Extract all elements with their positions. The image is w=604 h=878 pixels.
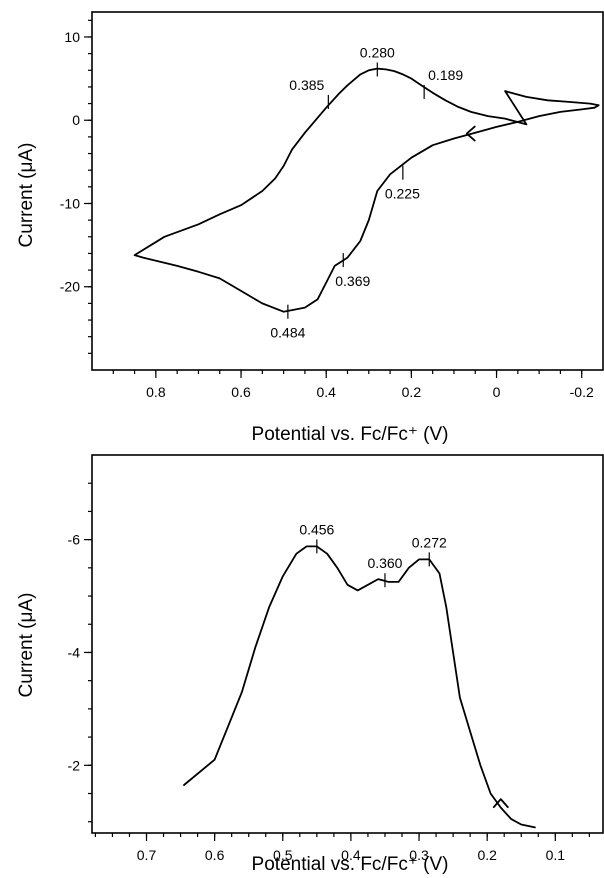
data-curve [183, 545, 536, 829]
y-tick-label: -20 [60, 279, 80, 295]
x-tick-label: 0.6 [231, 384, 251, 400]
x-tick-label: 0.4 [341, 847, 361, 863]
x-tick-label: 0.8 [146, 384, 166, 400]
peak-label: 0.484 [270, 325, 305, 341]
y-tick-label: -10 [60, 195, 80, 211]
y-tick-label: -2 [68, 757, 81, 773]
x-tick-label: 0.4 [316, 384, 336, 400]
x-tick-label: 0.7 [137, 847, 157, 863]
x-tick-label: 0.3 [409, 847, 429, 863]
panel-2: 0.7 0.6 0.5 0.4 0.3 0.2 0.1 -6 -4 -2 Potential vs.… [16, 454, 604, 875]
sweep-arrow [465, 125, 476, 142]
x-tick-label: 0.1 [546, 847, 566, 863]
x-tick-label: 0.5 [273, 847, 293, 863]
x-axis-label: Potential vs. Fc/Fc⁺ (V) [252, 854, 449, 875]
y-axis-label: Current (μA) [16, 593, 37, 698]
x-tick-label: 0.6 [205, 847, 225, 863]
panel-1: 0.8 0.6 0.4 0.2 0 -0.2 10 0 -10 -20 Potential vs. … [16, 11, 604, 445]
sweep-arrow [492, 798, 509, 809]
plot-frame [91, 454, 604, 834]
plot-frame [91, 11, 604, 371]
peak-label: 0.360 [367, 555, 402, 571]
peak-label: 0.385 [289, 77, 324, 93]
peak-label: 0.272 [412, 534, 447, 550]
x-tick-label: 0.2 [402, 384, 422, 400]
y-tick-label: -4 [68, 644, 81, 660]
x-tick-label: -0.2 [570, 384, 594, 400]
data-curve [133, 67, 600, 313]
x-axis-label: Potential vs. Fc/Fc⁺ (V) [252, 424, 449, 445]
x-tick-label: 0 [493, 384, 501, 400]
y-tick-label: 0 [72, 112, 80, 128]
x-tick-label: 0.2 [477, 847, 497, 863]
peak-label: 0.280 [360, 44, 395, 60]
peak-label: 0.369 [335, 273, 370, 289]
y-tick-label: -6 [68, 532, 81, 548]
y-axis-label: Current (μA) [16, 143, 37, 248]
peak-label: 0.189 [428, 67, 463, 83]
y-tick-label: 10 [64, 29, 80, 45]
peak-label: 0.456 [299, 521, 334, 537]
peak-label: 0.225 [385, 186, 420, 202]
